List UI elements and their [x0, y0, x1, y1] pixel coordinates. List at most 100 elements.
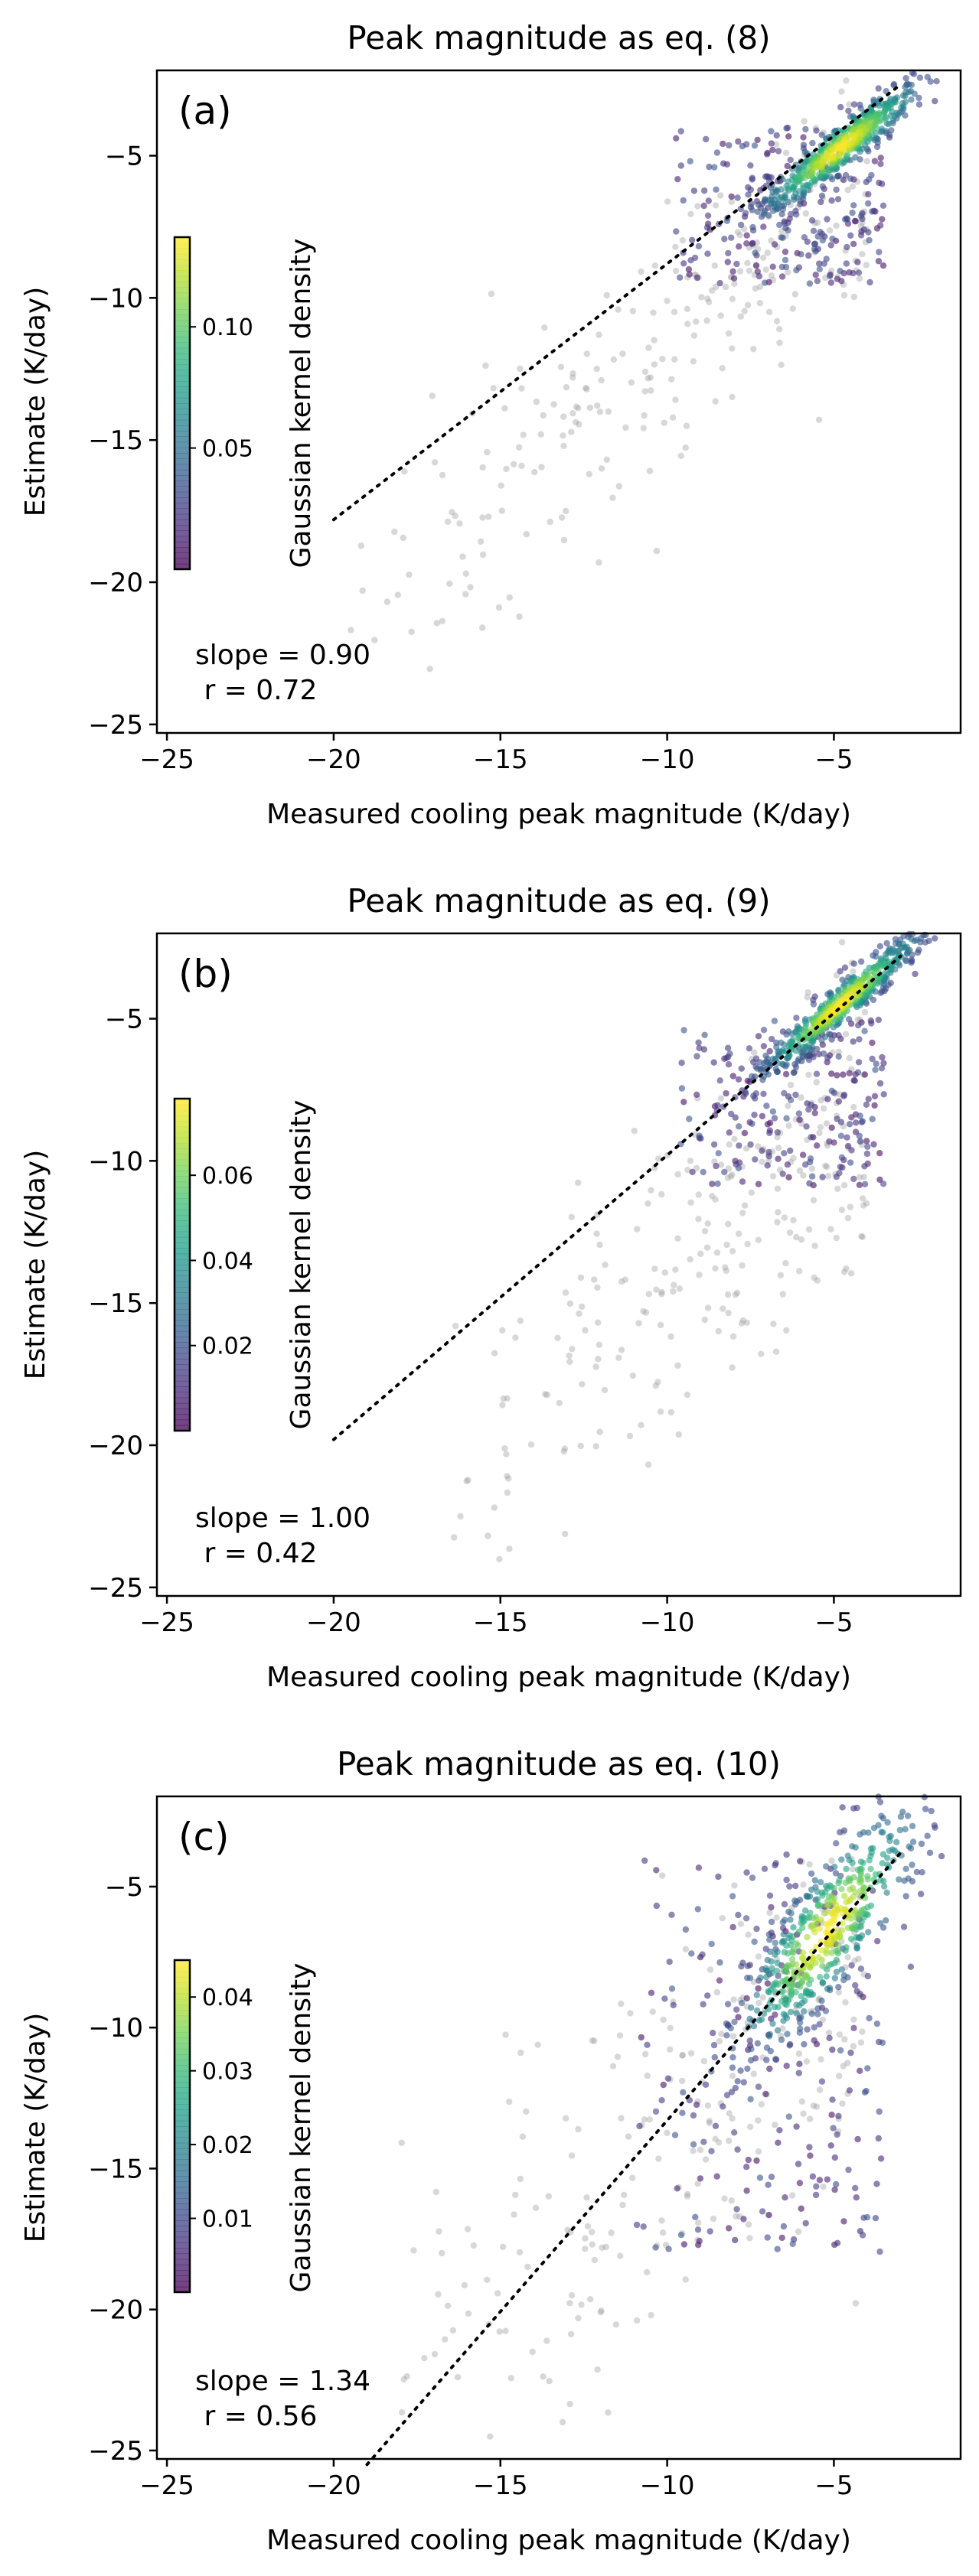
colorbar-segment — [175, 530, 190, 537]
scatter-point — [752, 262, 760, 269]
scatter-point — [837, 2047, 844, 2054]
scatter-point-gray — [601, 1386, 609, 1394]
scatter-point-gray — [524, 2263, 531, 2271]
colorbar-segment — [175, 491, 190, 498]
panel-a-fit-line — [331, 83, 902, 522]
scatter-point — [896, 1826, 904, 1834]
colorbar-outline — [173, 1097, 191, 1432]
scatter-point-gray — [651, 1265, 658, 1272]
scatter-point-gray — [679, 2052, 686, 2059]
scatter-point-gray — [399, 2408, 406, 2416]
scatter-point — [749, 207, 756, 213]
scatter-point-gray — [599, 2244, 605, 2251]
scatter-point — [816, 260, 823, 267]
scatter-point — [834, 173, 841, 180]
scatter-point — [802, 1161, 809, 1168]
x-tick-label: −15 — [473, 1607, 528, 1638]
scatter-point — [739, 1999, 746, 2007]
scatter-point — [701, 1031, 708, 1039]
scatter-point — [780, 1931, 787, 1938]
scatter-point-gray — [449, 2327, 457, 2334]
scatter-point — [833, 2180, 840, 2188]
scatter-point-gray — [515, 444, 523, 451]
scatter-point — [873, 2020, 881, 2027]
scatter-point-gray — [516, 2249, 524, 2256]
scatter-point — [843, 215, 850, 222]
scatter-point — [838, 1856, 845, 1863]
scatter-point-gray — [833, 222, 840, 230]
colorbar-segment — [175, 1226, 190, 1233]
scatter-point-gray — [690, 358, 697, 365]
colorbar-segment — [175, 508, 190, 515]
panel-c-colorbar: 0.010.020.030.04 — [173, 1959, 253, 2294]
colorbar-segment — [175, 2192, 190, 2199]
scatter-point — [700, 1168, 707, 1176]
scatter-point — [933, 78, 940, 85]
scatter-point-gray — [499, 1327, 506, 1334]
scatter-point — [832, 1870, 840, 1877]
scatter-point-gray — [684, 321, 691, 327]
colorbar-segment — [175, 403, 190, 409]
scatter-point — [879, 262, 887, 269]
scatter-point — [665, 2245, 672, 2252]
panel-a-title: Peak magnitude as eq. (8) — [347, 19, 770, 57]
scatter-point — [847, 2049, 854, 2057]
scatter-point — [680, 2089, 687, 2096]
scatter-point-gray — [550, 401, 557, 408]
scatter-point-gray — [759, 1994, 766, 2001]
colorbar-segment — [175, 425, 190, 432]
scatter-point-gray — [679, 236, 686, 244]
scatter-point — [748, 2046, 755, 2053]
scatter-point-gray — [644, 2072, 651, 2079]
scatter-point-gray — [598, 465, 605, 472]
scatter-point-gray — [801, 118, 808, 125]
scatter-point — [768, 128, 775, 135]
scatter-point-gray — [566, 2401, 573, 2408]
scatter-point-gray — [842, 1031, 850, 1037]
scatter-point — [915, 101, 923, 108]
scatter-point-gray — [504, 1395, 511, 1402]
scatter-point-gray — [567, 2330, 575, 2338]
scatter-point — [801, 1971, 808, 1978]
scatter-point-gray — [594, 1319, 602, 1326]
colorbar-segment — [175, 1281, 190, 1288]
scatter-point — [726, 142, 733, 149]
colorbar-segment — [175, 1392, 190, 1399]
scatter-point — [864, 1876, 872, 1883]
scatter-point-gray — [575, 1179, 582, 1187]
scatter-point-gray — [671, 356, 678, 363]
scatter-point-gray — [824, 1173, 832, 1180]
scatter-point-gray — [745, 1931, 752, 1938]
scatter-point — [880, 1091, 887, 1098]
scatter-point-gray — [648, 1187, 654, 1194]
scatter-point — [707, 2228, 713, 2235]
scatter-point — [749, 1120, 755, 1128]
scatter-point-gray — [609, 2063, 617, 2070]
scatter-point — [864, 1143, 871, 1151]
colorbar-segment — [175, 2142, 190, 2149]
scatter-point — [804, 1960, 811, 1967]
scatter-point-gray — [733, 2213, 739, 2220]
scatter-point — [879, 962, 886, 969]
colorbar-outline — [173, 1959, 191, 2294]
scatter-point — [838, 1966, 846, 1973]
scatter-point-gray — [583, 350, 590, 357]
scatter-point-gray — [506, 594, 513, 601]
scatter-point-gray — [569, 374, 576, 381]
colorbar-segment — [175, 1132, 190, 1138]
scatter-point-gray — [746, 2235, 753, 2242]
y-tick-label: −20 — [88, 1431, 143, 1461]
colorbar-segment — [175, 2159, 190, 2166]
scatter-point — [674, 2185, 680, 2192]
scatter-point — [796, 1116, 803, 1123]
scatter-point — [715, 1873, 722, 1881]
scatter-point — [704, 1992, 711, 1999]
scatter-point-gray — [774, 1185, 782, 1192]
scatter-point-gray — [715, 1327, 722, 1335]
colorbar-segment — [175, 1988, 190, 1994]
scatter-point-gray — [444, 518, 452, 526]
scatter-point — [824, 216, 831, 223]
colorbar-tick-label: 0.06 — [202, 1163, 253, 1190]
scatter-point — [828, 2112, 835, 2118]
colorbar-segment — [175, 1115, 190, 1122]
